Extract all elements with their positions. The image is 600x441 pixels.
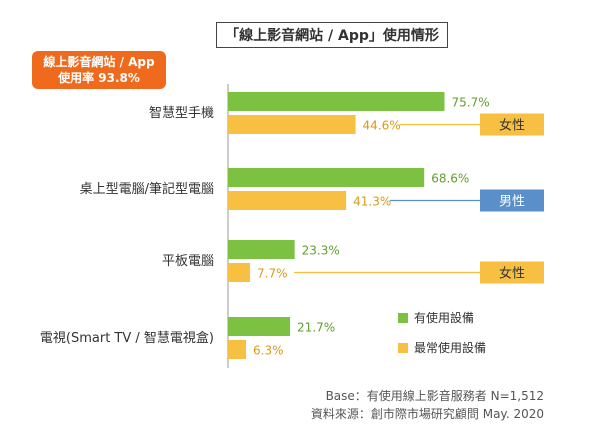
data-label: 75.7%	[452, 96, 490, 110]
annotation-tag-female	[480, 113, 544, 136]
legend-label: 最常使用設備	[414, 340, 486, 355]
bar-most-used	[228, 340, 247, 359]
bar-most-used	[228, 191, 347, 210]
bar-used	[228, 317, 291, 336]
legend-swatch	[398, 313, 408, 323]
bar-used	[228, 168, 425, 187]
legend-swatch	[398, 343, 408, 353]
bar-used	[228, 92, 445, 111]
annotation-tag-label: 女性	[499, 118, 525, 134]
badge-line-1: 線上影音網站 / App	[43, 55, 155, 69]
data-label: 44.6%	[363, 119, 401, 133]
data-label: 68.6%	[431, 172, 469, 186]
badge-line-2: 使用率 93.8%	[58, 71, 140, 85]
footer-base: Base：有使用線上影音服務者 N=1,512	[325, 389, 544, 403]
category-label: 平板電腦	[162, 254, 214, 269]
data-label: 21.7%	[297, 321, 335, 335]
bar-most-used	[228, 263, 251, 282]
category-label: 智慧型手機	[149, 105, 214, 121]
annotation-tag-female	[480, 261, 544, 284]
annotation-tag-label: 女性	[499, 266, 525, 282]
legend-label: 有使用設備	[414, 310, 474, 325]
data-label: 23.3%	[302, 244, 340, 258]
annotation-tag-label: 男性	[499, 195, 525, 210]
bar-used	[228, 240, 295, 259]
usage-rate-badge: 線上影音網站 / App 使用率 93.8%	[32, 51, 166, 89]
chart-title: 「線上影音網站 / App」使用情形	[216, 22, 448, 48]
bar-most-used	[228, 115, 356, 134]
footer-source: 資料來源：創市際市場研究顧問 May. 2020	[310, 407, 544, 421]
data-label: 6.3%	[253, 344, 284, 358]
data-label: 7.7%	[257, 267, 288, 281]
category-label: 桌上型電腦/筆記型電腦	[80, 181, 214, 197]
data-label: 41.3%	[353, 195, 391, 209]
annotation-tag-male	[480, 189, 544, 212]
category-label: 電視(Smart TV / 智慧電視盒)	[40, 330, 214, 346]
